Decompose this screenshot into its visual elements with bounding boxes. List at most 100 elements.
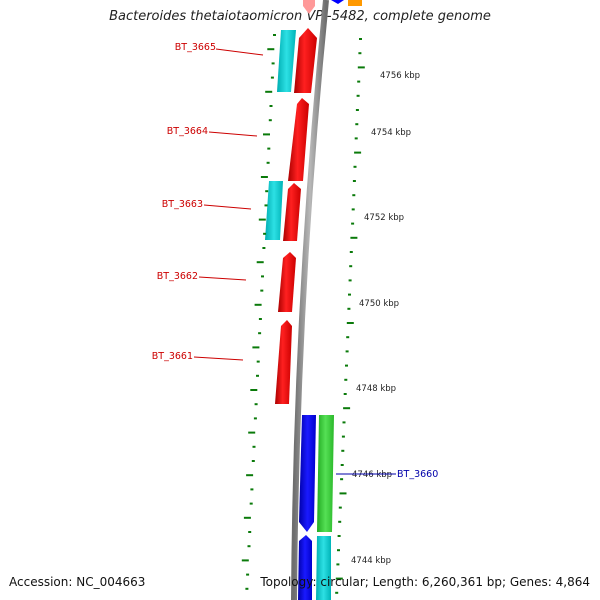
scale-tick [340, 464, 344, 466]
scale-label: 4752 kbp [364, 213, 404, 223]
scale-tick [246, 474, 254, 477]
scale-tick [335, 577, 343, 580]
scale-tick [260, 289, 264, 292]
cyan-feature-bottom [316, 536, 331, 600]
scale-tick [357, 80, 361, 83]
scale-tick [252, 346, 260, 349]
scale-label: 4756 kbp [380, 71, 420, 81]
scale-tick [254, 403, 258, 406]
gene-arrow-bt3663 [283, 183, 301, 241]
scale-tick [349, 265, 353, 268]
gene-arrow-bt3664 [288, 98, 309, 181]
scale-tick [258, 332, 262, 335]
scale-tick [349, 251, 353, 253]
gene-arrow-bottom-blue [298, 535, 312, 600]
scale-tick [264, 204, 268, 207]
scale-tick [269, 105, 273, 107]
scale-tick [345, 364, 348, 367]
gene-label-bt3660[interactable]: BT_3660 [397, 469, 438, 480]
scale-tick [261, 275, 264, 278]
map-title: Bacteroides thetaiotaomicron VPI-5482, c… [109, 9, 491, 24]
scale-tick [241, 559, 249, 562]
scale-tick [267, 48, 275, 51]
outer-tick-track [335, 38, 365, 594]
gene-label-bt3661[interactable]: BT_3661 [152, 351, 193, 362]
scale-tick [341, 435, 345, 438]
gene-arrow-bt3660 [299, 415, 316, 532]
scale-label: 4754 kbp [371, 128, 411, 138]
scale-tick [343, 407, 351, 410]
scale-tick [268, 119, 272, 122]
scale-tick [248, 531, 252, 533]
scale-tick [354, 137, 358, 140]
scale-tick [256, 261, 264, 264]
scale-tick [343, 393, 347, 395]
scale-tick [338, 520, 342, 523]
scale-tick [355, 109, 359, 111]
scale-tick [345, 350, 349, 353]
scale-tick [346, 322, 354, 324]
scale-labels: 4756 kbp 4754 kbp 4752 kbp 4750 kbp 4748… [351, 71, 420, 566]
scale-tick [359, 38, 362, 40]
scale-tick [258, 218, 266, 221]
accession-text: Accession: NC_004663 [9, 575, 146, 589]
gene-label-bt3663[interactable]: BT_3663 [162, 199, 203, 210]
backbone-arc [291, 0, 329, 600]
scale-tick [356, 94, 360, 97]
leader-line [193, 356, 244, 361]
scale-tick [335, 591, 339, 594]
scale-tick [266, 161, 270, 164]
scale-tick [250, 389, 258, 391]
leader-line [203, 204, 252, 210]
scale-tick [258, 318, 262, 320]
scale-tick [270, 76, 274, 79]
scale-tick [247, 545, 251, 548]
gene-label-bt3665[interactable]: BT_3665 [175, 42, 216, 53]
gene-labels: BT_3665 BT_3664 BT_3663 BT_3662 BT_3661 … [152, 42, 439, 480]
gene-arrow-bt3661 [275, 320, 292, 404]
scale-tick [354, 151, 362, 154]
cyan-feature-3663 [265, 181, 283, 240]
genome-summary-text: Topology: circular; Length: 6,260,361 bp… [260, 575, 590, 589]
scale-tick [350, 236, 358, 239]
scale-tick [253, 417, 257, 420]
scale-tick [263, 133, 270, 136]
scale-tick [352, 180, 356, 182]
scale-tick [337, 535, 341, 537]
scale-tick [245, 587, 249, 590]
scale-tick [346, 336, 350, 339]
scale-tick [358, 52, 362, 55]
inner-tick-track [241, 34, 276, 590]
scale-tick [273, 34, 276, 36]
scale-tick [338, 506, 342, 509]
gene-label-bt3662[interactable]: BT_3662 [157, 271, 198, 282]
gene-arrow-bt3662 [278, 252, 296, 312]
gene-arrow-bt3665 [294, 28, 317, 93]
scale-tick [252, 445, 256, 448]
cyan-feature-3665 [277, 30, 296, 92]
scale-tick [348, 279, 352, 282]
scale-label: 4744 kbp [351, 556, 391, 566]
scale-tick [243, 516, 251, 519]
leader-line [198, 276, 247, 281]
scale-tick [353, 165, 357, 168]
scale-tick [341, 449, 345, 452]
scale-label: 4750 kbp [359, 299, 399, 309]
scale-tick [340, 478, 344, 481]
scale-label: 4748 kbp [356, 384, 396, 394]
green-feature-3660 [317, 415, 334, 532]
scale-tick [352, 194, 356, 197]
scale-tick [271, 62, 275, 65]
scale-tick [265, 190, 269, 193]
scale-tick [262, 247, 266, 249]
scale-tick [250, 488, 254, 491]
scale-tick [351, 208, 355, 211]
gene-arrow-top-blue [331, 0, 344, 4]
gene-top-orange [348, 0, 362, 6]
scale-tick [344, 378, 348, 381]
scale-tick [351, 222, 355, 225]
scale-tick [355, 123, 359, 126]
scale-tick [265, 90, 273, 93]
gene-label-bt3664[interactable]: BT_3664 [167, 126, 208, 137]
gene-arrow-top-pink [303, 0, 315, 14]
